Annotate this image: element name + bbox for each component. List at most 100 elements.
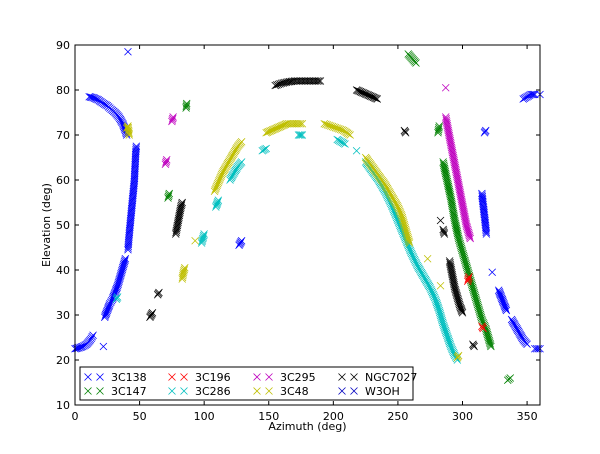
x-axis-label: Azimuth (deg)	[268, 420, 346, 433]
data-point	[451, 219, 460, 228]
data-point	[459, 206, 468, 214]
data-point	[453, 226, 461, 235]
data-point	[450, 160, 459, 169]
data-point	[486, 341, 495, 349]
data-point	[447, 143, 456, 152]
data-point	[177, 200, 186, 208]
data-point	[89, 331, 97, 340]
data-point	[499, 298, 508, 307]
data-point	[449, 275, 457, 284]
data-point	[132, 145, 140, 154]
data-point	[99, 342, 108, 351]
data-point	[176, 206, 185, 215]
data-point	[365, 91, 374, 100]
data-point	[465, 272, 473, 281]
series-3c147	[164, 50, 515, 385]
data-point	[450, 282, 459, 291]
data-point	[212, 203, 220, 211]
data-point	[450, 280, 458, 289]
legend-item: 3C147	[84, 385, 147, 398]
data-point	[458, 308, 467, 317]
data-point	[177, 201, 186, 210]
data-point	[77, 343, 86, 351]
data-point	[446, 258, 454, 267]
data-point	[443, 123, 452, 131]
data-point	[441, 169, 450, 178]
data-point	[441, 168, 450, 176]
data-point	[452, 288, 460, 297]
data-point	[458, 197, 466, 206]
data-point	[172, 228, 180, 237]
data-point	[172, 225, 181, 233]
legend-marker	[350, 373, 358, 381]
data-point	[446, 136, 455, 145]
data-point	[528, 90, 537, 99]
data-point	[500, 301, 509, 309]
data-point	[101, 310, 110, 319]
data-point	[262, 128, 270, 137]
data-point	[450, 284, 459, 292]
y-tick-label: 70	[56, 129, 70, 142]
data-point	[440, 228, 448, 237]
legend-label: 3C295	[280, 371, 316, 384]
data-point	[275, 123, 283, 131]
data-point	[277, 122, 286, 130]
data-point	[102, 309, 111, 317]
data-point	[165, 189, 174, 198]
legend-marker	[168, 373, 176, 381]
data-point	[452, 224, 461, 233]
data-point	[447, 141, 455, 150]
data-point	[162, 155, 171, 164]
data-point	[176, 204, 185, 213]
data-point	[155, 288, 163, 297]
legend-marker	[96, 387, 104, 395]
data-point	[104, 305, 112, 313]
axis-ticks: 0 50 100 150 200 250 300 350 10 20 30 40 50 60 70 80 90	[56, 39, 540, 423]
series-ngc7027	[146, 77, 478, 351]
y-tick-label: 60	[56, 174, 70, 187]
data-point	[423, 254, 432, 263]
data-point	[439, 159, 448, 168]
legend-marker	[265, 387, 273, 395]
x-tick-label: 250	[387, 410, 408, 423]
data-point	[454, 179, 463, 187]
data-point	[313, 77, 321, 85]
data-point	[435, 122, 444, 130]
data-point	[444, 181, 452, 189]
data-point	[443, 121, 452, 130]
data-point	[298, 119, 307, 128]
y-tick-label: 50	[56, 219, 70, 232]
data-point	[448, 272, 457, 280]
data-point	[434, 128, 442, 137]
legend-label: 3C48	[280, 385, 309, 398]
series-3c196	[463, 272, 487, 333]
series-3c138	[71, 47, 544, 353]
x-tick-label: 0	[72, 410, 79, 423]
data-point	[434, 125, 443, 134]
data-point	[268, 126, 277, 134]
data-point	[459, 202, 467, 211]
data-point	[266, 127, 274, 135]
data-point	[532, 344, 541, 353]
y-tick-label: 40	[56, 264, 70, 277]
data-point	[444, 126, 453, 135]
data-point	[89, 93, 97, 102]
data-point	[115, 274, 124, 283]
data-point	[132, 144, 140, 152]
data-point	[116, 271, 125, 280]
data-point	[113, 283, 121, 291]
data-point	[198, 236, 207, 244]
data-point	[448, 270, 456, 279]
data-point	[118, 265, 127, 274]
data-point	[119, 262, 128, 271]
series-3c295	[161, 83, 475, 243]
data-point	[447, 263, 455, 272]
data-point	[263, 128, 272, 136]
data-point	[445, 257, 454, 265]
data-point	[405, 239, 414, 247]
data-point	[445, 130, 453, 138]
data-point	[363, 90, 371, 99]
data-point	[463, 222, 471, 231]
data-point	[178, 275, 186, 283]
